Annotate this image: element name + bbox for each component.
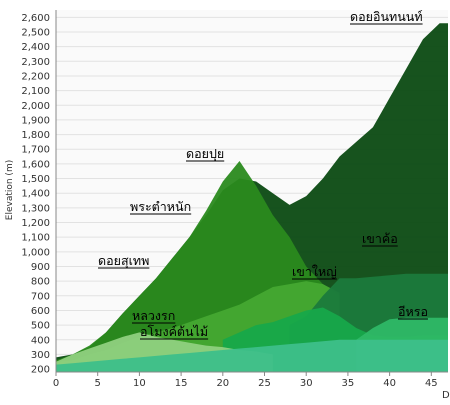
y-tick-label: 700 [31,291,50,302]
x-tick-label: 45 [425,378,438,389]
annotation: อโมงค์ต้นไม้ [140,324,208,339]
annotation: เขาค้อ [362,231,398,246]
y-tick-label: 1,700 [21,145,50,156]
y-tick-label: 900 [31,262,50,273]
y-tick-label: 2,600 [21,13,50,24]
y-tick-label: 2,000 [21,101,50,112]
y-tick-label: 2,200 [21,71,50,82]
y-tick-label: 2,500 [21,27,50,38]
x-tick-label: 30 [300,378,313,389]
y-tick-label: 500 [31,321,50,332]
elevation-area [56,339,448,372]
x-tick-label: 10 [133,378,146,389]
y-tick-label: 200 [31,365,50,376]
x-tick-label: 40 [383,378,396,389]
annotation: อีหรอ [398,304,428,319]
annotation: หลวงรก [132,308,175,323]
annotation: เขาใหญ่ [292,264,337,279]
x-axis-label: D [442,390,450,401]
annotation: ดอยอินทนนท์ [350,9,423,24]
y-tick-label: 800 [31,277,50,288]
y-tick-label: 400 [31,335,50,346]
x-tick-label: 25 [258,378,271,389]
y-tick-label: 1,800 [21,130,50,141]
y-tick-label: 300 [31,350,50,361]
y-tick-label: 1,000 [21,247,50,258]
x-tick-label: 5 [95,378,101,389]
y-tick-label: 1,900 [21,115,50,126]
annotation: ดอยสุเทพ [98,253,149,269]
x-tick-label: 0 [53,378,59,389]
annotation: ดอยปุย [186,146,224,162]
x-tick-label: 20 [216,378,229,389]
annotation: พระตำหนัก [130,199,191,214]
y-axis-label: Elevation (m) [5,160,15,220]
y-tick-label: 600 [31,306,50,317]
y-tick-label: 1,600 [21,159,50,170]
y-tick-label: 2,400 [21,42,50,53]
y-tick-label: 1,500 [21,174,50,185]
y-tick-label: 2,100 [21,86,50,97]
y-tick-label: 2,300 [21,57,50,68]
y-tick-label: 1,300 [21,203,50,214]
y-tick-label: 1,400 [21,189,50,200]
y-tick-label: 1,200 [21,218,50,229]
x-tick-label: 15 [175,378,188,389]
y-tick-label: 1,100 [21,233,50,244]
x-tick-label: 35 [342,378,355,389]
